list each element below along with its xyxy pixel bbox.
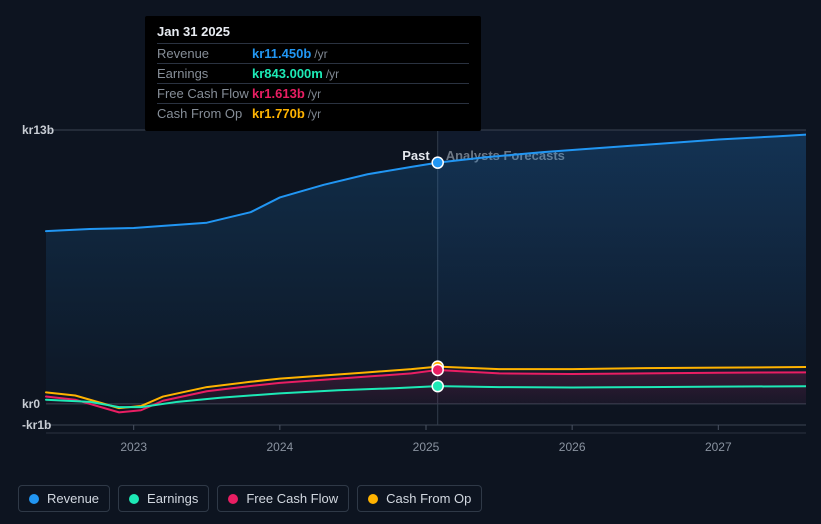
tooltip-row-label: Free Cash Flow — [157, 84, 252, 104]
tooltip-row-label: Cash From Op — [157, 104, 252, 124]
svg-text:kr13b: kr13b — [22, 123, 54, 137]
svg-text:2025: 2025 — [413, 440, 440, 454]
tooltip-row-label: Revenue — [157, 44, 252, 64]
tooltip-date: Jan 31 2025 — [157, 24, 469, 43]
tooltip-row: Cash From Opkr1.770b/yr — [157, 104, 469, 124]
svg-text:2023: 2023 — [120, 440, 147, 454]
tooltip-row-label: Earnings — [157, 64, 252, 84]
tooltip-table: Revenuekr11.450b/yrEarningskr843.000m/yr… — [157, 43, 469, 123]
svg-text:2026: 2026 — [559, 440, 586, 454]
legend-dot-icon — [368, 494, 378, 504]
legend-item-cash_from_op[interactable]: Cash From Op — [357, 485, 482, 512]
legend-item-free_cash_flow[interactable]: Free Cash Flow — [217, 485, 349, 512]
chart-tooltip: Jan 31 2025 Revenuekr11.450b/yrEarningsk… — [145, 16, 481, 131]
svg-text:2024: 2024 — [266, 440, 293, 454]
legend-item-label: Earnings — [147, 491, 198, 506]
tooltip-row: Earningskr843.000m/yr — [157, 64, 469, 84]
legend-dot-icon — [129, 494, 139, 504]
svg-text:-kr1b: -kr1b — [22, 418, 51, 432]
legend-item-earnings[interactable]: Earnings — [118, 485, 209, 512]
tooltip-row: Revenuekr11.450b/yr — [157, 44, 469, 64]
chart-legend: Revenue Earnings Free Cash Flow Cash From O… — [18, 485, 482, 512]
svg-text:2027: 2027 — [705, 440, 732, 454]
tooltip-row-value: kr11.450b/yr — [252, 44, 469, 64]
tooltip-row-value: kr1.770b/yr — [252, 104, 469, 124]
tooltip-row-value: kr843.000m/yr — [252, 64, 469, 84]
svg-text:kr0: kr0 — [22, 397, 40, 411]
legend-item-label: Free Cash Flow — [246, 491, 338, 506]
legend-item-label: Cash From Op — [386, 491, 471, 506]
legend-dot-icon — [228, 494, 238, 504]
legend-item-label: Revenue — [47, 491, 99, 506]
tooltip-row-value: kr1.613b/yr — [252, 84, 469, 104]
legend-dot-icon — [29, 494, 39, 504]
legend-item-revenue[interactable]: Revenue — [18, 485, 110, 512]
tooltip-row: Free Cash Flowkr1.613b/yr — [157, 84, 469, 104]
svg-text:Past: Past — [402, 148, 430, 163]
